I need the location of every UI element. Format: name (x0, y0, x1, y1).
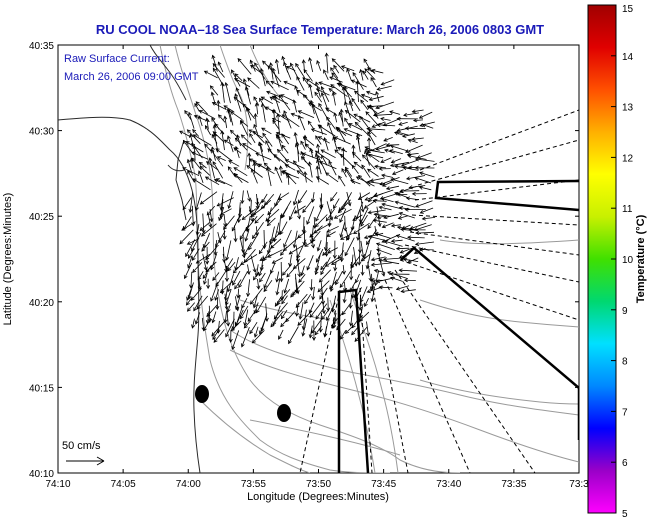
x-tick-label: 73:35 (501, 479, 526, 490)
station-marker (277, 404, 291, 422)
x-tick-label: 73:50 (306, 479, 331, 490)
x-axis: 74:10 74:05 74:00 73:55 73:50 73:45 73:40 73:35… (45, 45, 589, 490)
colorbar-tick-label: 11 (622, 204, 633, 215)
radial-coverage-lines (299, 109, 579, 473)
annotation-current-label: Raw Surface Current: (64, 53, 170, 65)
y-tick-label: 40:25 (29, 212, 54, 223)
y-tick-label: 40:30 (29, 127, 54, 138)
y-tick-label: 40:15 (29, 383, 54, 394)
y-tick-label: 40:20 (29, 298, 54, 309)
colorbar-tick-label: 10 (622, 255, 634, 266)
annotation-current-time: March 26, 2006 09:00 GMT (64, 71, 199, 83)
colorbar-tick-label: 13 (622, 103, 634, 114)
station-marker (195, 385, 209, 403)
x-tick-label: 73:45 (371, 479, 396, 490)
colorbar-tick-label: 14 (622, 52, 634, 63)
colorbar-tick-label: 6 (622, 458, 628, 469)
y-axis: 40:35 40:30 40:25 40:20 40:15 40:10 (29, 41, 579, 480)
colorbar-label: Temperature (°C) (635, 214, 647, 303)
x-tick-label: 74:10 (45, 479, 70, 490)
colorbar-ticks: 15 14 13 12 11 10 9 8 7 6 5 (611, 4, 634, 519)
scale-arrow (66, 456, 105, 466)
scale-label: 50 cm/s (62, 440, 101, 452)
x-tick-label: 74:05 (111, 479, 136, 490)
x-tick-label: 73:55 (241, 479, 266, 490)
colorbar-tick-label: 15 (622, 4, 634, 15)
x-tick-label: 74:00 (176, 479, 201, 490)
bathymetry-contours (159, 45, 579, 473)
colorbar-tick-label: 8 (622, 357, 628, 368)
x-tick-label: 73:3 (569, 479, 589, 490)
y-axis-label: Latitude (Degrees:Minutes) (2, 193, 14, 326)
y-tick-label: 40:10 (29, 469, 54, 480)
colorbar-tick-label: 5 (622, 509, 628, 519)
colorbar-tick-label: 12 (622, 153, 634, 164)
colorbar-tick-label: 9 (622, 306, 628, 317)
x-tick-label: 73:40 (436, 479, 461, 490)
y-tick-label: 40:35 (29, 41, 54, 52)
surface-current-vectors (179, 52, 436, 350)
x-axis-label: Longitude (Degrees:Minutes) (247, 491, 389, 503)
map-title: RU COOL NOAA–18 Sea Surface Temperature:… (95, 22, 545, 37)
colorbar-tick-label: 7 (622, 407, 628, 418)
